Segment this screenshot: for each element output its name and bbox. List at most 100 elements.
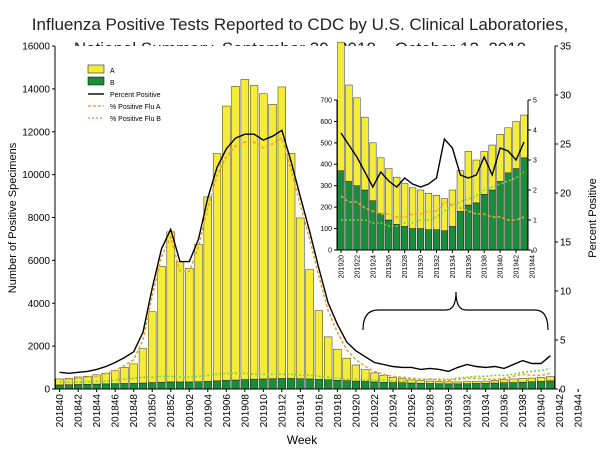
main-bar-a [166,231,175,383]
main-y-tick-label-right: 15 [560,238,572,249]
main-bar-a [462,381,472,384]
inset-bar-a [361,116,369,191]
inset-bar-b [504,172,512,251]
inset-bar-a [377,157,385,214]
main-bar-a [92,374,101,385]
main-bar-b [277,378,286,390]
main-bar-a [277,86,286,379]
inset-x-tick-label: 201942 [514,255,521,278]
main-bar-a [490,380,499,384]
main-bar-a [324,336,333,380]
main-x-tick-label: 201918 [333,394,344,428]
inset-bar-a [440,198,448,231]
main-x-tick-label: 201844 [92,394,103,428]
main-bar-a [351,364,361,382]
main-x-tick-label: 201940 [537,394,548,428]
main-bar-b [453,383,462,390]
main-bar-b [249,378,259,390]
main-bar-b [546,380,555,390]
main-y-tick-label-right: 25 [560,140,572,151]
inset-bar-a [512,121,520,169]
inset-bar-b [409,228,417,251]
main-x-tick-label: 201904 [203,394,214,428]
main-bar-a [83,375,92,385]
main-bar-a [185,268,194,383]
main-bar-b [55,384,64,390]
main-x-tick-label: 201912 [277,394,288,428]
main-y-tick-label-left: 10000 [22,170,50,181]
main-bar-b [129,383,138,390]
main-bar-b [462,383,472,390]
main-bar-a [546,376,555,382]
main-x-tick-label: 201920 [351,394,362,428]
main-x-tick-label: 201914 [296,394,307,428]
main-bar-a [249,85,259,380]
inset-series-pct-a [340,195,525,221]
inset-bar-a [337,41,345,171]
main-bar-b [333,380,342,390]
inset-plot-area [337,100,528,250]
main-bar-a [499,379,509,383]
inset-bar-b [385,219,393,251]
legend-label-a: A [110,68,115,75]
inset-y-tick-label-left: 200 [320,205,332,212]
main-bar-b [240,379,249,390]
main-bar-b [166,381,175,390]
inset-series-pct-b [341,171,525,227]
main-bar-b [203,381,212,390]
main-bar-a [509,378,518,383]
main-bar-a [425,380,435,384]
inset-bar-a [417,189,425,229]
inset-bar-a [456,170,464,212]
main-bar-a [111,370,120,384]
main-y-tick-label-left: 4000 [28,299,51,310]
main-bar-b [92,383,101,390]
main-y-tick-label-left: 6000 [28,256,51,267]
main-bar-b [157,381,166,390]
inset-y-tick-label-right: 0 [533,247,537,254]
main-x-tick-label: 201942 [555,394,566,428]
main-x-tick-label: 201846 [111,394,122,428]
y-axis-label-left: Number of Positive Specimens [7,142,19,293]
main-x-tick-label: 201906 [222,394,233,428]
main-x-tick-label: 201934 [481,394,492,428]
inset-bar-b [393,224,401,251]
inset-y-tick-label-right: 3 [533,157,537,164]
inset-x-tick-label: 201940 [498,255,505,278]
main-bar-b [342,380,351,390]
main-bar-a [222,105,231,381]
main-bar-b [296,378,305,390]
main-bar-a [416,380,425,384]
inset-x-tick-label: 201928 [402,255,409,278]
main-x-tick-label: 201922 [370,394,381,428]
main-bar-a [120,367,129,384]
inset-bar-a [345,84,353,182]
main-bar-a [138,348,148,384]
inset-bar-a [448,189,456,227]
main-y-tick-label-right: 10 [560,287,572,298]
inset-x-tick-label: 201936 [466,255,473,278]
chart-legend: AB Percent Positive % Positive Flu A % Posi… [87,64,161,123]
inset-x-tick-label: 201922 [354,255,361,278]
main-series-pct-a [59,136,551,382]
main-bar-b [231,379,240,390]
main-bar-b [194,381,203,390]
main-bar-a [148,311,157,383]
inset-x-tick-label: 201920 [338,255,345,278]
main-bar-b [490,382,499,390]
main-bar-b [518,381,527,390]
main-bar-a [472,381,481,384]
inset-x-tick-label: 201924 [370,255,377,278]
main-y-tick-label-left: 12000 [22,127,50,138]
main-x-tick-label: 201928 [426,394,437,428]
y-axis-label-right: Percent Positive [587,178,599,257]
legend-swatch-b [87,76,105,86]
main-y-tick-label-right: 0 [560,385,566,396]
main-x-tick-label: 201908 [240,394,251,428]
inset-bar-a [472,159,480,204]
inset-series-pct [340,132,525,189]
main-bar-b [324,379,333,390]
inset-bar-a [409,187,417,229]
inset-bar-a [353,97,361,186]
main-y-tick-label-right: 35 [560,42,572,53]
